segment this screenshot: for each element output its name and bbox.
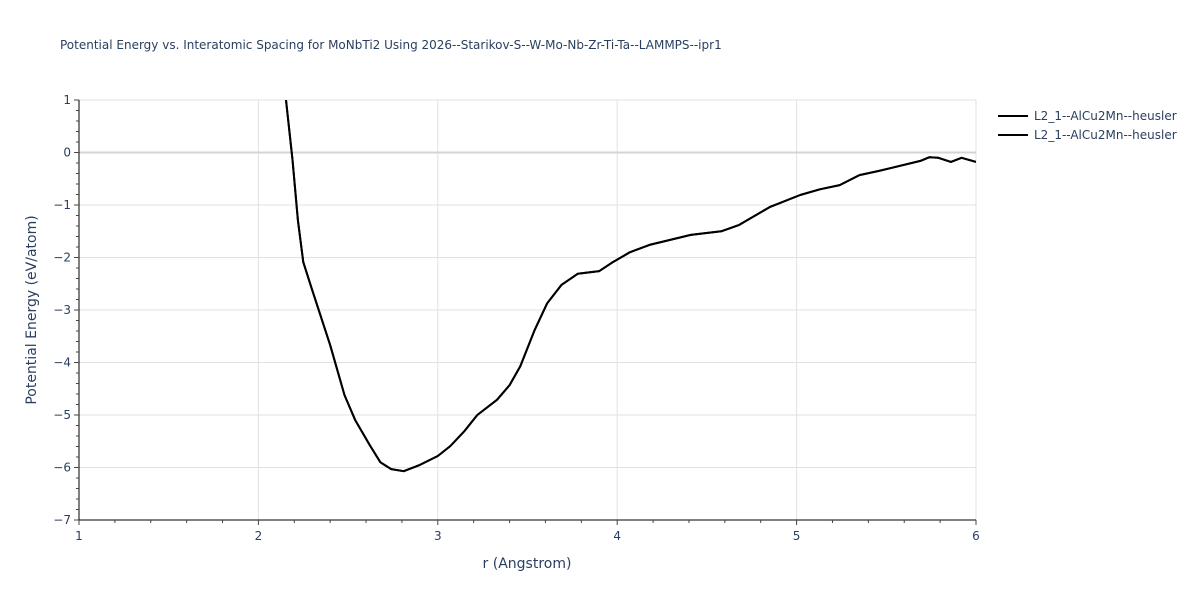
- y-tick-label: −7: [53, 513, 71, 527]
- x-tick-label: 5: [793, 529, 801, 543]
- y-axis-title: Potential Energy (eV/atom): [24, 215, 40, 404]
- y-tick-label: −6: [53, 461, 71, 475]
- legend-label: L2_1--AlCu2Mn--heusler: [1034, 108, 1177, 123]
- y-tick-label: 1: [63, 93, 71, 107]
- series-lines: [285, 100, 976, 473]
- x-tick-label: 3: [434, 529, 442, 543]
- x-axis-title: r (Angstrom): [483, 556, 572, 572]
- x-tick-label: 4: [613, 529, 621, 543]
- series-line: [285, 100, 976, 473]
- chart-title: Potential Energy vs. Interatomic Spacing…: [60, 38, 722, 52]
- axes: 1 2 3 4 5 6 1 0 −1 −2 −3 −4 −5 −6 −7: [53, 93, 980, 543]
- y-tick-label: −2: [53, 251, 71, 265]
- series-line: [285, 100, 976, 473]
- gridlines: [79, 99, 977, 520]
- line-swatch-icon: [998, 133, 1028, 136]
- x-tick-label: 2: [255, 529, 263, 543]
- y-tick-label: −5: [53, 408, 71, 422]
- legend: L2_1--AlCu2Mn--heusler L2_1--AlCu2Mn--he…: [998, 106, 1177, 144]
- legend-item-0[interactable]: L2_1--AlCu2Mn--heusler: [998, 106, 1177, 125]
- legend-label: L2_1--AlCu2Mn--heusler: [1034, 127, 1177, 142]
- x-tick-label: 6: [972, 529, 980, 543]
- legend-item-1[interactable]: L2_1--AlCu2Mn--heusler: [998, 125, 1177, 144]
- y-tick-label: 0: [63, 146, 71, 160]
- y-tick-label: −3: [53, 303, 71, 317]
- y-tick-label: −4: [53, 356, 71, 370]
- y-tick-label: −1: [53, 198, 71, 212]
- line-swatch-icon: [998, 114, 1028, 117]
- x-tick-label: 1: [75, 529, 83, 543]
